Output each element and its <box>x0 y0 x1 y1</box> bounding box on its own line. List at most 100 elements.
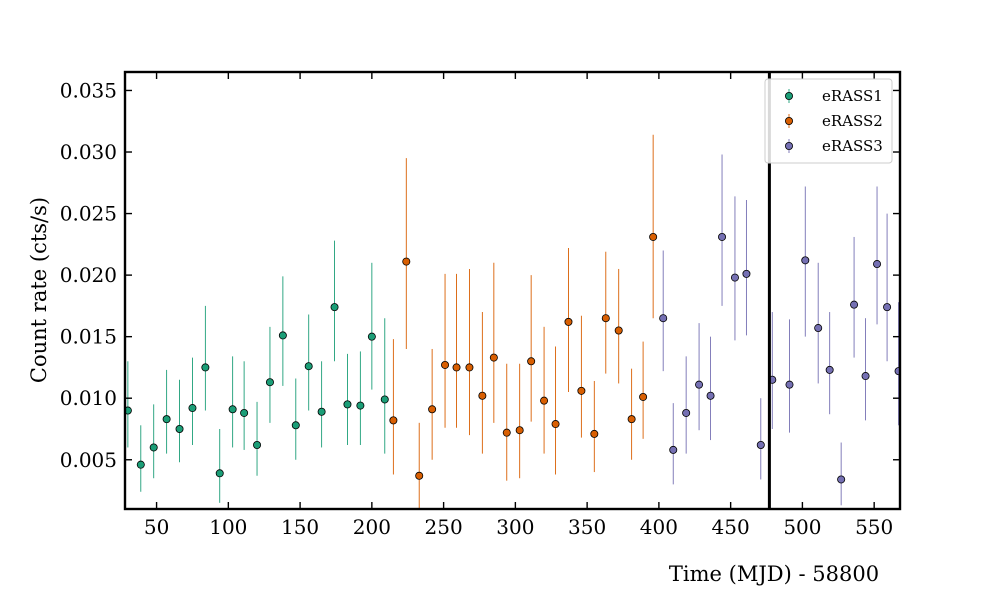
data-point-eRASS1-2 <box>136 425 145 492</box>
data-point-eRASS2-20 <box>627 368 636 460</box>
x-tick-label: 250 <box>425 515 463 539</box>
marker <box>343 400 352 409</box>
data-point-eRASS1-10 <box>240 361 249 450</box>
data-point-eRASS3-18 <box>873 186 882 325</box>
data-point-eRASS3-19 <box>883 213 892 362</box>
data-point-eRASS2-13 <box>540 326 549 454</box>
marker <box>894 367 900 376</box>
data-point-eRASS2-7 <box>465 268 474 436</box>
marker <box>136 460 145 469</box>
data-point-eRASS1-17 <box>330 240 339 362</box>
x-tick-label: 300 <box>496 515 534 539</box>
marker <box>825 365 834 374</box>
marker <box>706 391 715 400</box>
data-point-eRASS3-2 <box>669 403 678 485</box>
marker <box>317 407 326 416</box>
data-point-eRASS1-15 <box>304 314 313 411</box>
y-tick-label: 0.025 <box>60 202 117 226</box>
x-axis-title: Time (MJD) - 58800 <box>669 562 879 586</box>
data-point-eRASS3-14 <box>825 312 834 415</box>
data-point-eRASS2-10 <box>502 363 511 481</box>
data-point-eRASS2-4 <box>428 348 437 460</box>
x-tick-label: 550 <box>855 515 893 539</box>
marker <box>883 303 892 312</box>
data-point-eRASS2-17 <box>590 380 599 473</box>
legend-box <box>764 78 893 164</box>
marker <box>240 408 249 417</box>
data-point-eRASS2-6 <box>452 273 461 428</box>
marker <box>756 440 765 449</box>
marker <box>527 357 536 366</box>
marker <box>502 428 511 437</box>
marker <box>415 471 424 480</box>
data-point-eRASS3-11 <box>785 319 794 433</box>
marker <box>452 363 461 372</box>
data-point-eRASS2-16 <box>577 315 586 438</box>
data-point-eRASS3-5 <box>706 336 715 441</box>
marker <box>402 257 411 266</box>
data-point-eRASS1-19 <box>356 351 365 445</box>
legend-entry-eRASS2: eRASS2 <box>785 112 883 130</box>
y-tick-label: 0.030 <box>60 140 117 164</box>
x-tick-label: 450 <box>712 515 750 539</box>
data-point-eRASS3-15 <box>837 442 846 506</box>
marker <box>639 392 648 401</box>
legend-entry-eRASS1: eRASS1 <box>785 87 883 105</box>
data-point-eRASS3-6 <box>718 154 727 306</box>
data-points <box>125 134 900 509</box>
data-point-eRASS3-12 <box>801 186 810 337</box>
marker <box>837 475 846 484</box>
data-point-eRASS1-18 <box>343 353 352 445</box>
data-point-eRASS3-4 <box>695 323 704 431</box>
marker <box>627 415 636 424</box>
data-point-eRASS3-20 <box>894 302 900 426</box>
data-point-eRASS3-16 <box>850 236 859 358</box>
data-point-eRASS3-17 <box>861 318 870 421</box>
marker <box>330 303 339 312</box>
data-point-eRASS3-7 <box>730 196 739 341</box>
y-axis: 0.005 0.010 0.015 0.020 0.025 0.030 0.035 <box>60 78 900 472</box>
marker <box>850 300 859 309</box>
marker <box>265 378 274 387</box>
x-tick-label: 500 <box>783 515 821 539</box>
y-axis-title: Count rate (cts/s) <box>27 197 51 383</box>
marker <box>614 326 623 335</box>
data-point-eRASS1-13 <box>278 276 287 386</box>
marker <box>478 391 487 400</box>
marker <box>577 386 586 395</box>
data-point-eRASS2-1 <box>389 339 398 475</box>
y-tick-label: 0.010 <box>60 386 117 410</box>
legend-marker <box>785 141 794 150</box>
marker <box>188 404 197 413</box>
data-point-eRASS3-3 <box>682 356 691 454</box>
marker <box>175 424 184 433</box>
marker <box>590 429 599 438</box>
data-point-eRASS1-21 <box>380 318 389 454</box>
data-point-eRASS3-9 <box>756 398 765 480</box>
data-point-eRASS2-15 <box>564 248 573 393</box>
plot-frame <box>123 70 902 511</box>
marker <box>669 445 678 454</box>
marker <box>873 260 882 269</box>
data-point-eRASS2-19 <box>614 268 623 384</box>
data-point-eRASS2-5 <box>441 273 450 428</box>
data-point-eRASS2-12 <box>527 275 536 422</box>
data-point-eRASS2-21 <box>639 341 648 439</box>
marker <box>465 363 474 372</box>
legend-label: eRASS1 <box>822 87 883 105</box>
data-point-eRASS2-22 <box>649 134 658 319</box>
data-point-eRASS3-13 <box>814 262 823 384</box>
data-point-eRASS1-5 <box>175 379 184 463</box>
legend-entry-eRASS3: eRASS3 <box>785 137 883 155</box>
marker <box>682 408 691 417</box>
y-tick-label: 0.005 <box>60 448 117 472</box>
marker <box>162 415 171 424</box>
marker <box>718 232 727 241</box>
marker <box>291 421 300 430</box>
marker <box>540 396 549 405</box>
data-point-eRASS2-2 <box>402 158 411 349</box>
data-point-eRASS2-14 <box>551 346 560 475</box>
legend: eRASS1 eRASS2 eRASS3 <box>764 78 893 164</box>
marker <box>356 401 365 410</box>
